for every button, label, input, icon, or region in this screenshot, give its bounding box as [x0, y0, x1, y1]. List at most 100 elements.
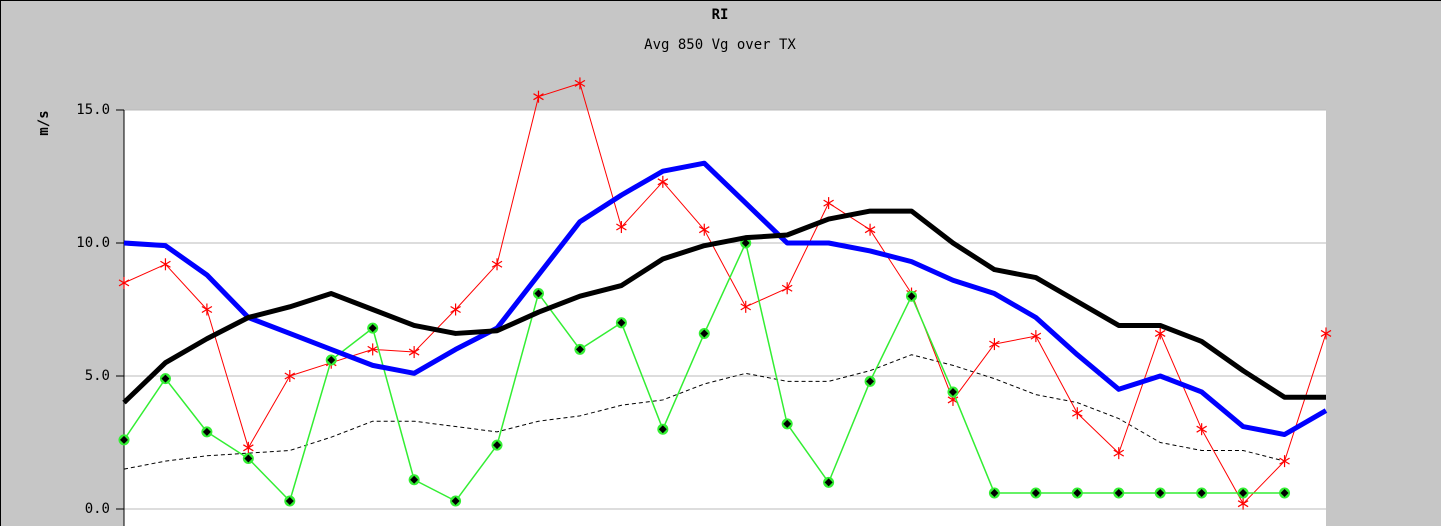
y-tick-label: 0.0 — [85, 501, 110, 517]
marker-stroke — [1030, 332, 1042, 340]
series-line — [123, 354, 1285, 470]
marker-stroke — [781, 284, 793, 292]
data-point — [574, 343, 586, 355]
data-point — [408, 346, 420, 359]
data-point — [159, 373, 171, 385]
data-point — [1196, 423, 1207, 436]
data-point — [243, 441, 254, 454]
marker-stroke — [1320, 329, 1332, 337]
marker-stroke — [1279, 457, 1290, 465]
marker-stroke — [1237, 500, 1249, 508]
data-point — [160, 258, 171, 271]
marker-stroke — [989, 340, 1000, 348]
data-point — [616, 221, 627, 234]
data-point — [1113, 447, 1125, 460]
data-point — [118, 276, 130, 289]
data-point — [367, 322, 379, 334]
marker-diamond — [244, 454, 253, 463]
marker-diamond — [327, 356, 336, 365]
data-point — [242, 452, 254, 464]
marker-diamond — [1239, 489, 1248, 498]
marker-diamond — [285, 497, 294, 506]
data-point — [947, 386, 959, 398]
marker-stroke — [160, 260, 171, 268]
data-point — [201, 303, 213, 316]
data-point — [408, 474, 420, 486]
data-point — [823, 197, 834, 210]
data-point — [781, 418, 793, 430]
marker-diamond — [120, 435, 128, 444]
marker-stroke — [1113, 449, 1125, 457]
data-point — [284, 495, 296, 507]
marker-stroke — [243, 444, 254, 452]
data-point — [450, 495, 462, 507]
y-tick-label: 10.0 — [76, 235, 110, 251]
marker-diamond — [658, 425, 667, 434]
data-point — [1154, 327, 1166, 340]
marker-stroke — [740, 303, 752, 311]
marker-diamond — [534, 289, 543, 298]
marker-diamond — [824, 478, 833, 487]
data-point — [823, 476, 835, 488]
y-tick-label: 15.0 — [76, 102, 110, 118]
marker-diamond — [617, 318, 626, 327]
marker-stroke — [657, 178, 669, 186]
data-point — [781, 282, 793, 295]
marker-diamond — [410, 475, 419, 484]
data-point — [1279, 487, 1291, 499]
data-point — [1237, 497, 1249, 510]
data-point — [1071, 487, 1083, 499]
marker-diamond — [866, 377, 875, 386]
data-point — [1154, 487, 1166, 499]
marker-diamond — [202, 427, 211, 436]
marker-diamond — [1073, 489, 1082, 498]
y-tick-label: 5.0 — [85, 368, 110, 384]
marker-stroke — [367, 345, 378, 353]
data-point — [864, 375, 876, 387]
marker-stroke — [864, 226, 876, 234]
y-axis-label: m/s — [36, 110, 52, 135]
marker-stroke — [201, 305, 213, 314]
marker-stroke — [947, 396, 959, 404]
data-point — [1072, 407, 1083, 420]
marker-stroke — [1154, 329, 1166, 337]
marker-diamond — [783, 419, 792, 428]
marker-stroke — [491, 260, 503, 268]
data-point — [740, 300, 752, 313]
data-point — [1320, 327, 1332, 340]
data-point — [615, 317, 627, 329]
data-point — [864, 223, 876, 236]
data-point — [1030, 330, 1042, 343]
marker-stroke — [450, 305, 461, 314]
data-point — [698, 223, 710, 236]
data-point — [491, 439, 503, 451]
marker-diamond — [700, 329, 709, 338]
data-point — [118, 434, 130, 446]
marker-diamond — [1280, 489, 1289, 498]
data-point — [1237, 487, 1249, 499]
data-point — [367, 343, 378, 356]
marker-stroke — [698, 226, 710, 234]
plot-area — [124, 110, 1326, 526]
data-point — [533, 90, 544, 103]
series-line — [122, 208, 1326, 405]
data-point — [325, 354, 337, 366]
chart-subtitle: Avg 850 Vg over TX — [644, 37, 796, 53]
data-point — [657, 423, 669, 435]
data-point — [988, 487, 1000, 499]
data-point — [201, 426, 213, 438]
data-point — [1196, 487, 1208, 499]
data-point — [450, 303, 461, 316]
marker-stroke — [408, 348, 420, 356]
marker-stroke — [118, 279, 130, 287]
marker-diamond — [990, 489, 999, 498]
marker-stroke — [533, 93, 544, 101]
marker-stroke — [1072, 409, 1083, 417]
data-point — [1113, 487, 1125, 499]
marker-diamond — [451, 497, 460, 506]
series-line — [123, 160, 1328, 438]
marker-stroke — [1196, 425, 1207, 433]
data-point — [574, 77, 586, 90]
marker-stroke — [574, 79, 586, 87]
